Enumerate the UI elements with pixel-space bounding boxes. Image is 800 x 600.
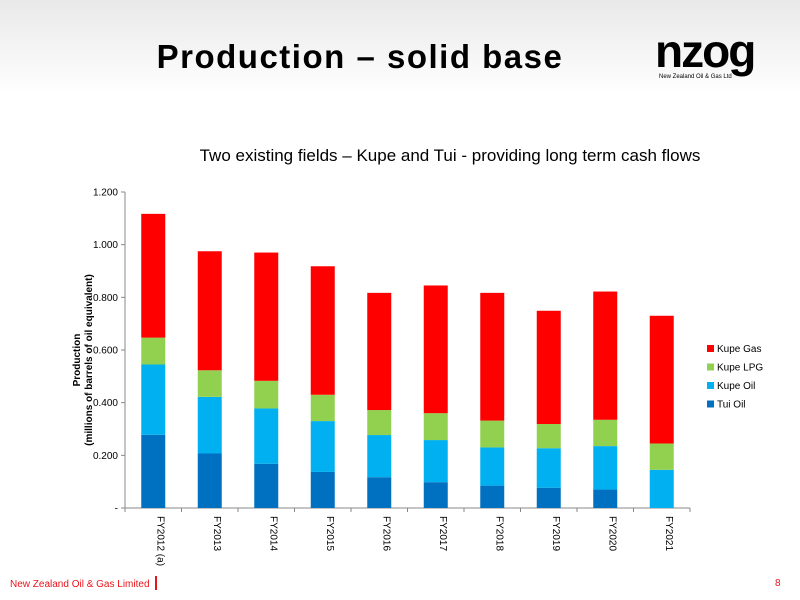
bar-segment	[423, 440, 448, 483]
x-tick-label: FY2012 (a)	[154, 516, 165, 566]
legend-label: Tui Oil	[717, 400, 746, 411]
bar-segment	[649, 315, 674, 444]
y-tick-label: 0.200	[93, 451, 118, 462]
bar-segment	[536, 487, 561, 508]
bar-segment	[254, 408, 279, 464]
title-band	[0, 0, 800, 95]
bar-segment	[141, 337, 166, 365]
legend-label: Kupe Oil	[717, 381, 755, 392]
bar-segment	[593, 291, 618, 420]
bar-segment	[254, 463, 279, 508]
logo-subtext: New Zealand Oil & Gas Ltd	[659, 74, 732, 80]
company-logo: nzog New Zealand Oil & Gas Ltd	[655, 28, 765, 98]
legend-swatch	[707, 345, 714, 352]
bar-segment	[593, 419, 618, 447]
x-tick-label: FY2020	[606, 516, 617, 551]
y-tick-label: 0.400	[93, 398, 118, 409]
bar-segment	[367, 477, 392, 508]
bar-segment	[593, 489, 618, 508]
bar-segment	[536, 423, 561, 449]
bar-segment	[197, 396, 222, 454]
bar-segment	[649, 469, 674, 508]
x-tick-label: FY2018	[493, 516, 504, 551]
legend-swatch	[707, 382, 714, 389]
bar-segment	[367, 410, 392, 436]
bar-segment	[141, 434, 166, 508]
y-tick-label: -	[115, 504, 118, 515]
legend-swatch	[707, 363, 714, 371]
bar-segment	[480, 485, 505, 508]
bar-segment	[536, 310, 561, 424]
bar-segment	[254, 252, 279, 381]
logo-wordmark: nzog	[655, 25, 756, 77]
y-axis-label: Production	[72, 334, 83, 387]
bar-segment	[423, 482, 448, 508]
bar-segment	[423, 413, 448, 441]
bar-segment	[367, 292, 392, 411]
bar-segment	[310, 266, 335, 395]
bar-segment	[310, 394, 335, 422]
legend-swatch	[707, 400, 714, 408]
bar-segment	[141, 213, 166, 338]
bar-segment	[310, 471, 335, 508]
page-number: 8	[775, 578, 781, 589]
bar-segment	[197, 251, 222, 371]
bar-segment	[480, 420, 505, 448]
bar-segment	[197, 453, 222, 508]
legend-label: Kupe LPG	[717, 363, 763, 374]
x-tick-label: FY2015	[324, 516, 335, 551]
x-tick-label: FY2021	[663, 516, 674, 551]
bar-segment	[649, 443, 674, 470]
y-tick-label: 0.600	[93, 346, 118, 357]
bar-segment	[367, 435, 392, 478]
x-tick-label: FY2014	[267, 516, 278, 551]
bar-segment	[480, 447, 505, 486]
bar-segment	[536, 448, 561, 488]
x-tick-label: FY2019	[550, 516, 561, 551]
y-axis-label: (millions of barrels of oil equivalent)	[84, 274, 95, 446]
y-tick-label: 1.000	[93, 240, 118, 251]
bar-segment	[423, 285, 448, 414]
footer-divider	[155, 576, 157, 590]
bar-segment	[197, 370, 222, 397]
bar-segment	[310, 421, 335, 472]
legend-label: Kupe Gas	[717, 344, 761, 355]
bar-segment	[254, 380, 279, 409]
bar-segment	[141, 364, 166, 435]
y-tick-label: 0.800	[93, 293, 118, 304]
bar-segment	[480, 292, 505, 421]
y-tick-label: 1.200	[93, 188, 118, 199]
bar-segment	[593, 446, 618, 490]
slide-title: Production – solid base	[156, 38, 564, 75]
slide-subtitle: Two existing fields – Kupe and Tui - pro…	[199, 146, 701, 165]
x-tick-label: FY2016	[380, 516, 391, 551]
footer-company-name: New Zealand Oil & Gas Limited	[10, 579, 150, 590]
x-tick-label: FY2017	[437, 516, 448, 551]
x-tick-label: FY2013	[211, 516, 222, 551]
